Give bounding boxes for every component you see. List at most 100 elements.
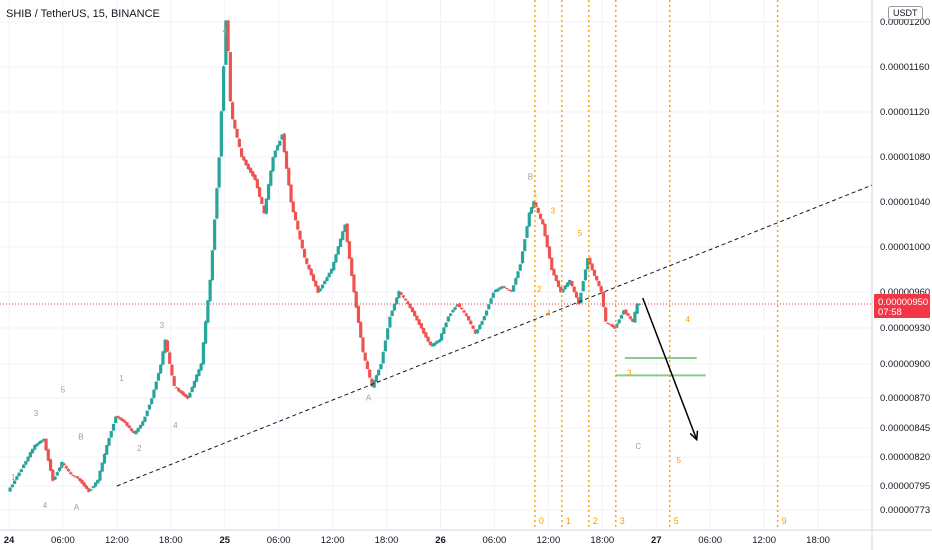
candle-body [356,306,361,323]
forecast-arrow[interactable] [642,297,698,440]
candle-body [296,220,300,230]
x-tick-label: 06:00 [698,535,722,546]
candle-body [368,369,372,378]
candle-body [532,201,536,209]
candle-body [451,310,455,313]
candle-body [251,171,255,177]
candle-body [413,311,417,317]
candle-body [266,184,271,200]
candle-body [615,323,619,328]
candle-body [514,278,518,285]
candle-body [383,340,388,352]
candle-body [219,111,223,157]
candle-body [273,150,277,158]
candle-body [116,415,120,418]
candle-body [213,219,217,250]
candle-body [525,226,529,238]
x-tick-label: 26 [435,535,446,546]
candle-body [475,329,480,334]
y-tick-label: 0.00000930 [880,323,930,334]
x-tick-label: 18:00 [806,535,830,546]
fib-time-zone-label: 2 [593,516,598,526]
candle-body [469,320,473,325]
candle-body [318,288,322,292]
fib-time-zone-label: 5 [674,516,679,526]
candle-body [343,224,347,232]
candle-body [334,254,338,263]
candle-body [174,387,179,389]
candle-body [631,319,635,322]
candle-body [55,472,59,476]
candle-body [134,430,138,435]
candle-body [482,316,486,321]
candle-body [269,170,273,186]
wave-label: 2 [537,285,542,294]
wave-label: 4 [173,421,178,430]
candle-body [231,102,235,120]
candle-body [579,292,583,304]
forecast-arrow-head [689,430,699,442]
currency-badge[interactable]: USDT [888,6,923,20]
candle-body [168,352,172,364]
fib-time-zone-label: 9 [782,516,787,526]
candle-body [284,151,289,169]
candle-body [156,373,161,381]
candle-body [71,475,75,477]
candle-body [529,207,534,214]
candle-body [314,280,318,287]
candle-body [361,337,365,352]
candle-body [502,286,507,288]
candle-body [386,328,390,340]
candle-body [320,284,325,289]
y-tick-label: 0.00001120 [880,107,930,118]
candle-body [93,482,98,487]
candle-body [577,297,581,305]
candle-body [478,325,482,330]
candle-body [563,285,567,290]
current-price-badge [874,294,930,318]
candle-body [186,396,190,399]
candle-body [462,310,466,313]
candle-body [626,313,630,316]
candle-body [271,156,275,172]
candle-body [401,295,406,298]
wave-label: 5 [578,229,583,238]
candle-body [431,343,435,347]
candle-body [98,471,102,481]
candle-body [590,263,594,271]
candle-body [102,454,107,464]
x-tick-label: 24 [4,535,15,546]
wave-label: A [74,503,80,512]
candle-body [177,388,181,392]
wave-label: C [635,442,641,451]
trend-line[interactable] [116,184,873,487]
candle-body [507,289,511,291]
candle-body [226,20,230,51]
candle-body [406,301,410,304]
candle-body [309,269,313,276]
fib-time-zone-label: 0 [539,516,544,526]
candle-body [520,251,525,264]
y-tick-label: 0.00001160 [880,62,930,73]
candle-body [21,464,26,469]
candle-body [624,309,628,314]
candle-body [305,258,309,264]
wave-label: 5 [61,385,66,394]
candle-body [599,286,603,292]
candle-body [30,448,35,454]
candle-body [565,282,570,287]
candle-body [536,207,540,213]
candle-body [75,476,80,478]
candle-body [287,168,291,186]
y-tick-label: 0.00000870 [880,393,930,404]
candle-body [246,164,250,170]
candle-body [105,445,109,455]
candle-body [260,197,264,204]
candle-body [417,319,421,325]
candle-body [24,461,28,465]
candle-body [604,307,608,322]
candle-body [338,239,343,248]
candle-body [381,352,385,364]
candle-body [484,310,489,316]
